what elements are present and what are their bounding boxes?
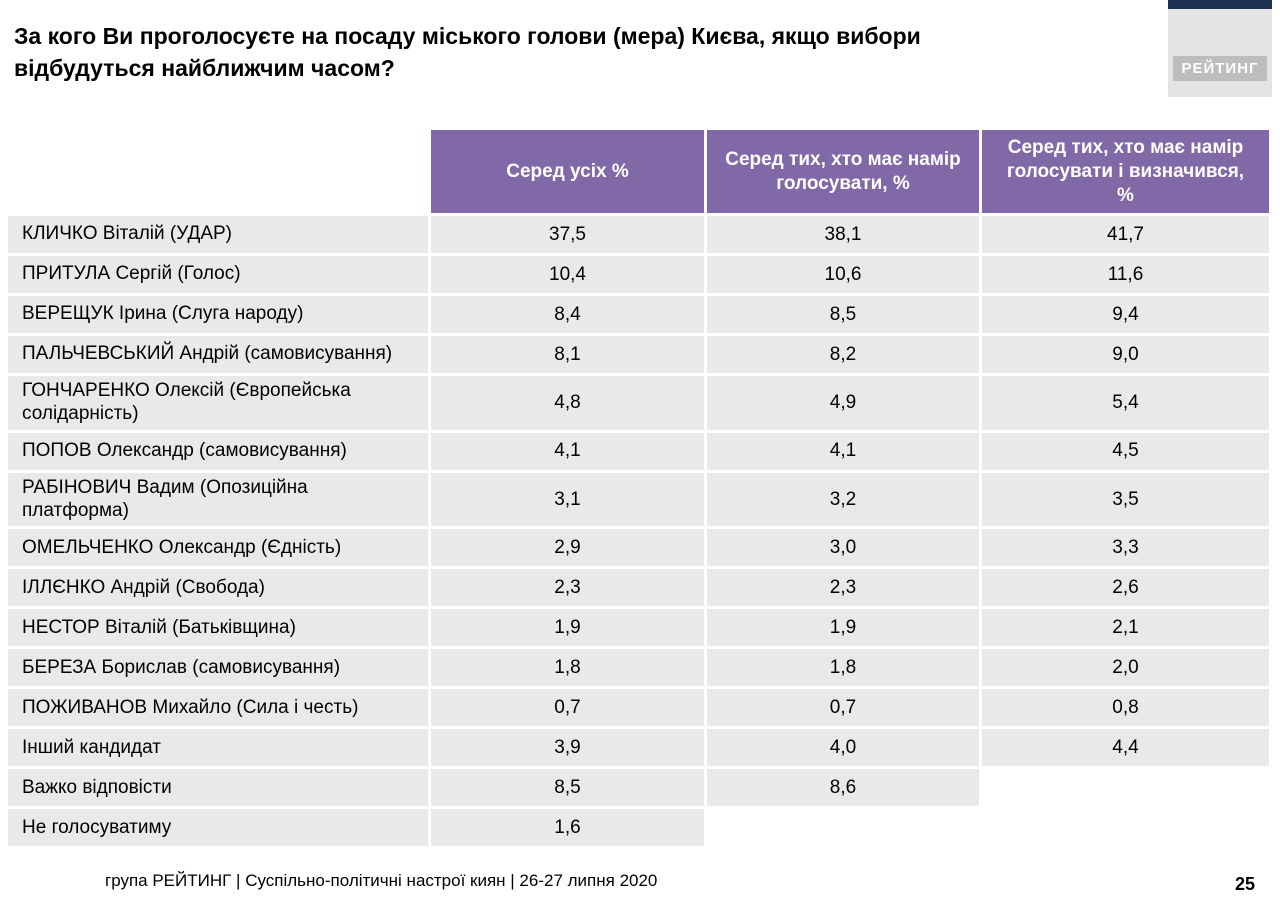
value-cell: 3,9 bbox=[431, 729, 704, 767]
value-cell: 1,9 bbox=[431, 609, 704, 647]
value-cell: 0,8 bbox=[982, 689, 1269, 727]
value-cell: 2,3 bbox=[431, 569, 704, 607]
value-cell: 3,0 bbox=[707, 529, 979, 567]
value-cell: 5,4 bbox=[982, 376, 1269, 430]
col-header-all: Серед усіх % bbox=[431, 130, 704, 214]
value-cell: 3,1 bbox=[431, 472, 704, 527]
value-cell: 4,1 bbox=[431, 432, 704, 470]
value-cell: 4,8 bbox=[431, 376, 704, 430]
row-label: ІЛЛЄНКО Андрій (Свобода) bbox=[8, 569, 428, 607]
row-label: ОМЕЛЬЧЕНКО Олександр (Єдність) bbox=[8, 529, 428, 567]
logo-navy-bar bbox=[1168, 0, 1272, 9]
value-cell: 8,2 bbox=[707, 336, 979, 374]
value-cell: 2,1 bbox=[982, 609, 1269, 647]
value-cell: 41,7 bbox=[982, 216, 1269, 254]
value-cell: 4,5 bbox=[982, 432, 1269, 470]
row-label: ВЕРЕЩУК Ірина (Слуга народу) bbox=[8, 296, 428, 334]
value-cell: 1,8 bbox=[431, 649, 704, 687]
value-cell: 1,6 bbox=[431, 809, 704, 847]
value-cell: 1,8 bbox=[707, 649, 979, 687]
value-cell: 4,0 bbox=[707, 729, 979, 767]
value-cell: 2,9 bbox=[431, 529, 704, 567]
footer-source: група РЕЙТИНГ | Суспільно-політичні наст… bbox=[105, 871, 658, 890]
row-label: ГОНЧАРЕНКО Олексій (Європейська солідарн… bbox=[8, 376, 428, 430]
value-cell: 4,9 bbox=[707, 376, 979, 430]
value-cell: 2,3 bbox=[707, 569, 979, 607]
table-corner bbox=[8, 130, 428, 213]
value-cell: 10,4 bbox=[431, 256, 704, 294]
value-cell: 2,6 bbox=[982, 569, 1269, 607]
row-label: ПОПОВ Олександр (самовисування) bbox=[8, 432, 428, 470]
value-cell: 3,3 bbox=[982, 529, 1269, 567]
value-cell: 0,7 bbox=[707, 689, 979, 727]
value-cell: 10,6 bbox=[707, 256, 979, 294]
logo-text: РЕЙТИНГ bbox=[1173, 56, 1267, 81]
value-cell: 8,1 bbox=[431, 336, 704, 374]
row-label: КЛИЧКО Віталій (УДАР) bbox=[8, 216, 428, 254]
rating-logo: РЕЙТИНГ bbox=[1168, 0, 1272, 97]
row-label: Інший кандидат bbox=[8, 729, 428, 767]
row-label: ПАЛЬЧЕВСЬКИЙ Андрій (самовисування) bbox=[8, 336, 428, 374]
value-cell: 9,0 bbox=[982, 336, 1269, 374]
value-cell-empty bbox=[982, 769, 1269, 806]
value-cell: 2,0 bbox=[982, 649, 1269, 687]
row-label: Не голосуватиму bbox=[8, 809, 428, 847]
row-label: РАБІНОВИЧ Вадим (Опозиційна платформа) bbox=[8, 472, 428, 527]
value-cell: 8,5 bbox=[431, 769, 704, 807]
value-cell: 38,1 bbox=[707, 216, 979, 254]
value-cell: 0,7 bbox=[431, 689, 704, 727]
value-cell-empty bbox=[982, 809, 1269, 846]
value-cell: 9,4 bbox=[982, 296, 1269, 334]
row-label: НЕСТОР Віталій (Батьківщина) bbox=[8, 609, 428, 647]
poll-results-table: Серед усіх % Серед тих, хто має намір го… bbox=[8, 130, 1272, 847]
value-cell: 37,5 bbox=[431, 216, 704, 254]
value-cell: 1,9 bbox=[707, 609, 979, 647]
row-label: Важко відповісти bbox=[8, 769, 428, 807]
row-label: ПОЖИВАНОВ Михайло (Сила і честь) bbox=[8, 689, 428, 727]
col-header-decided: Серед тих, хто має намір голосувати і ви… bbox=[982, 130, 1269, 214]
value-cell: 11,6 bbox=[982, 256, 1269, 294]
value-cell: 8,4 bbox=[431, 296, 704, 334]
value-cell: 4,1 bbox=[707, 432, 979, 470]
row-label: ПРИТУЛА Сергій (Голос) bbox=[8, 256, 428, 294]
value-cell: 4,4 bbox=[982, 729, 1269, 767]
col-header-intend: Серед тих, хто має намір голосувати, % bbox=[707, 130, 979, 214]
value-cell: 3,2 bbox=[707, 472, 979, 527]
value-cell: 8,6 bbox=[707, 769, 979, 807]
value-cell: 3,5 bbox=[982, 472, 1269, 527]
value-cell: 8,5 bbox=[707, 296, 979, 334]
row-label: БЕРЕЗА Борислав (самовисування) bbox=[8, 649, 428, 687]
value-cell-empty bbox=[707, 809, 979, 846]
page-number: 25 bbox=[1234, 874, 1255, 894]
page-title: За кого Ви проголосуєте на посаду місько… bbox=[14, 23, 921, 82]
